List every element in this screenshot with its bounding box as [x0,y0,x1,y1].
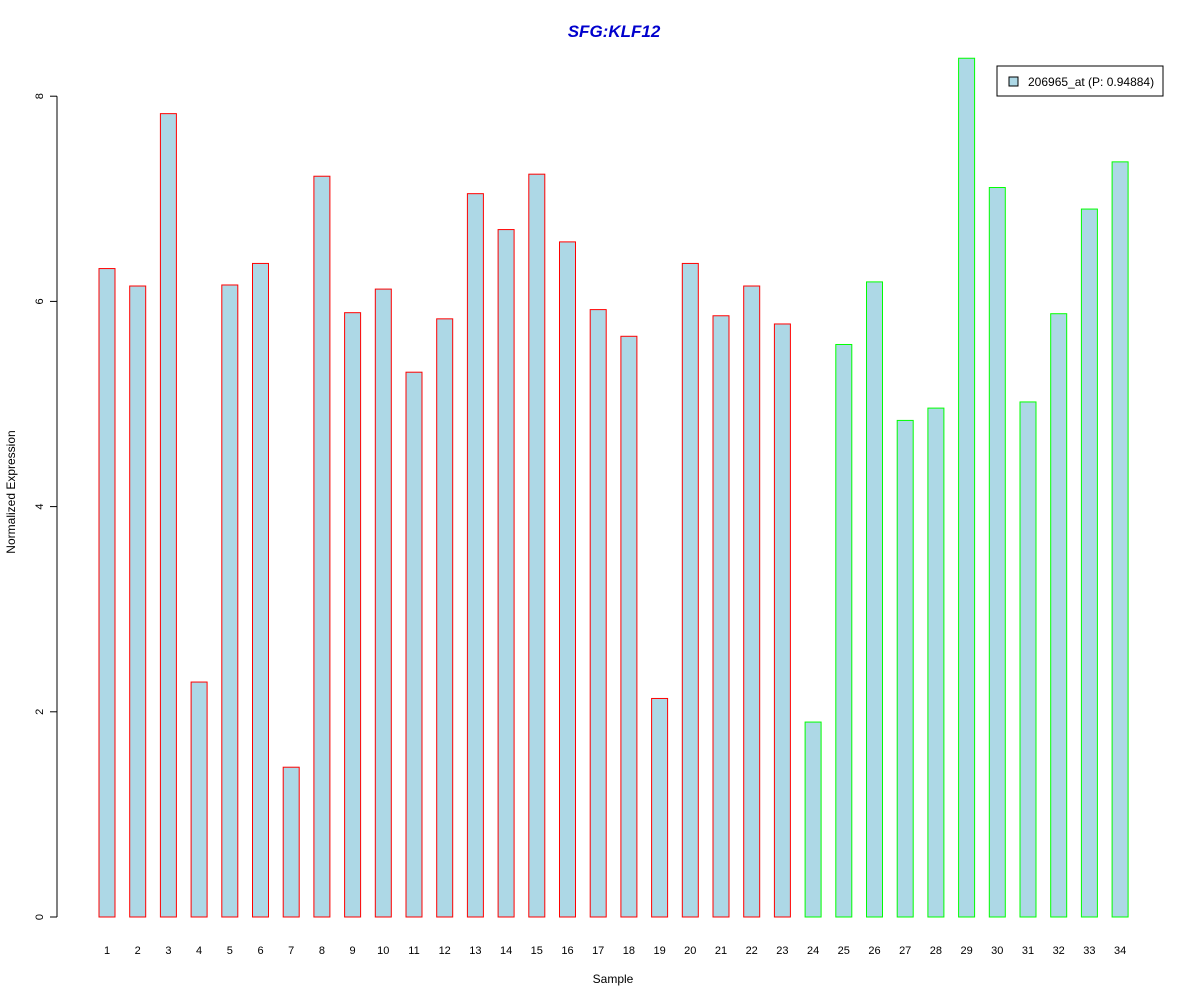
bar-sample-33 [1080,208,1098,918]
x-tick-label: 32 [1053,945,1065,957]
x-tick-label: 31 [1022,945,1034,957]
bar-sample-4 [190,681,208,918]
bars [98,57,1129,918]
y-tick-label: 4 [34,504,46,510]
bar-sample-27 [896,419,914,918]
x-tick-label: 1 [104,945,110,957]
bar-sample-14 [497,229,515,918]
bar-sample-21 [712,315,730,918]
x-tick-label: 29 [960,945,972,957]
x-tick-label: 27 [899,945,911,957]
legend: 206965_at (P: 0.94884) [996,65,1164,97]
y-tick-label: 6 [34,298,46,304]
x-tick-label: 23 [776,945,788,957]
y-tick-label: 2 [34,709,46,715]
x-tick-label: 34 [1114,945,1126,957]
bar-sample-3 [159,113,177,918]
legend-swatch [1008,76,1019,87]
bar-sample-26 [866,281,883,918]
x-tick-label: 18 [623,945,635,957]
bar-sample-32 [1050,313,1068,918]
x-tick-label: 7 [288,945,294,957]
bar-sample-28 [927,407,945,918]
x-tick-label: 20 [684,945,696,957]
legend-label: 206965_at (P: 0.94884) [1028,75,1154,89]
x-tick-label: 9 [350,945,356,957]
bar-sample-31 [1019,401,1037,918]
bar-sample-29 [958,57,976,918]
y-ticks: 0 2 4 6 8 [34,93,57,920]
bar-sample-15 [528,173,546,918]
x-tick-label: 33 [1083,945,1095,957]
x-tick-label: 13 [469,945,481,957]
x-tick-label: 25 [838,945,850,957]
bar-sample-11 [405,371,423,918]
x-tick-label: 16 [561,945,573,957]
chart-title: SFG:KLF12 [568,22,661,41]
x-tick-label: 30 [991,945,1003,957]
y-tick-label: 0 [34,914,46,920]
bar-sample-18 [620,335,638,918]
bar-sample-22 [743,285,761,918]
bar-sample-20 [681,262,699,918]
bar-sample-17 [589,309,607,918]
x-tick-label: 5 [227,945,233,957]
bar-sample-1 [98,268,116,918]
bar-sample-5 [221,284,239,918]
x-tick-label: 15 [531,945,543,957]
x-tick-label: 24 [807,945,819,957]
x-tick-label: 11 [408,945,419,957]
x-tick-label: 17 [592,945,604,957]
y-tick-label: 8 [34,93,46,99]
bar-sample-7 [282,766,300,918]
bar-sample-2 [129,285,147,918]
x-tick-label: 14 [500,945,512,957]
bar-sample-19 [651,697,669,918]
x-tick-label: 3 [165,945,171,957]
y-axis-label: Normalized Expression [4,430,18,553]
bar-sample-8 [313,175,331,918]
x-tick-label: 10 [377,945,389,957]
bar-sample-16 [559,241,576,918]
x-tick-labels: 1 2 3 4 5 6 7 8 9 10 11 12 13 14 15 16 17 18 19 20 21 22 23 24 2… [104,945,1126,957]
bar-sample-24 [804,721,822,918]
x-tick-label: 21 [715,945,727,957]
bar-sample-10 [374,288,392,918]
bar-sample-6 [252,262,269,918]
legend-box [996,65,1164,97]
x-tick-label: 4 [196,945,202,957]
bar-sample-13 [466,193,484,918]
bar-sample-23 [773,323,791,918]
x-tick-label: 28 [930,945,942,957]
x-tick-label: 22 [746,945,758,957]
bar-sample-25 [835,343,853,918]
bar-sample-12 [436,318,454,918]
x-tick-label: 8 [319,945,325,957]
x-tick-label: 12 [439,945,451,957]
x-axis-label: Sample [593,972,634,986]
bar-sample-34 [1111,161,1129,918]
x-tick-label: 26 [868,945,880,957]
y-axis: 0 2 4 6 8 [34,93,58,920]
bar-sample-30 [988,187,1006,918]
x-tick-label: 2 [135,945,141,957]
bar-sample-9 [344,312,362,918]
x-tick-label: 6 [257,945,263,957]
x-tick-label: 19 [653,945,665,957]
